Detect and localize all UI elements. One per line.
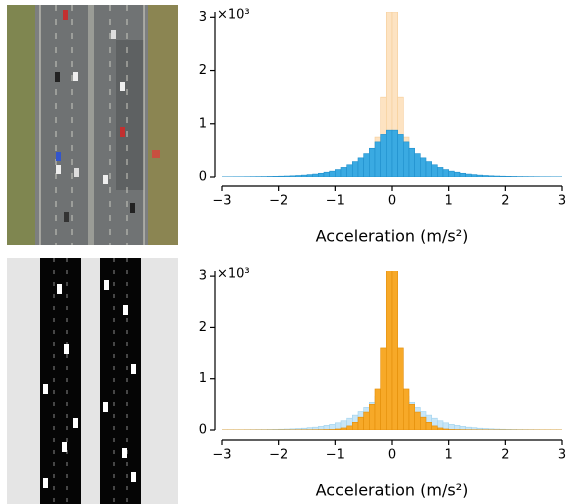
histogram-bar [352, 422, 358, 430]
histogram-bar [267, 176, 273, 177]
histogram-bar [511, 176, 517, 177]
histogram-bar [437, 167, 443, 177]
histogram-bar [330, 424, 336, 430]
histogram-bar [347, 165, 353, 177]
aerial-image [7, 5, 178, 245]
histogram-bar [483, 176, 489, 177]
histogram-bar [375, 389, 381, 430]
y-tick-label: 2 [199, 63, 207, 78]
histogram-bar [392, 268, 398, 430]
histogram-bar [273, 176, 279, 177]
histogram-bar [335, 170, 341, 177]
histogram-bar [324, 172, 330, 177]
x-tick-label: −1 [326, 448, 345, 463]
histogram-bar [403, 389, 409, 430]
histogram-bar [381, 348, 387, 430]
histogram-bar [466, 174, 472, 177]
histogram-bar [494, 176, 500, 177]
y-tick-label: 1 [199, 371, 207, 386]
histogram-bar [364, 412, 370, 430]
x-tick-label: 3 [558, 194, 566, 209]
histogram-bar [290, 176, 296, 177]
histogram-bar [443, 429, 449, 430]
y-tick-label: 1 [199, 116, 207, 131]
histogram-bar [454, 172, 460, 177]
histogram-bar [341, 428, 347, 430]
histogram-bar [500, 176, 506, 177]
histogram-bar [471, 175, 477, 177]
x-tick-label: −2 [269, 194, 288, 209]
histogram-chart: 0 1 2 3 −3 −2 −1 0 1 2 3 ×10³ Acceleration (m/s²) [199, 8, 566, 246]
x-axis-label: Acceleration (m/s²) [316, 481, 469, 500]
histogram-bar [460, 173, 466, 177]
histogram-bar [398, 348, 404, 430]
histogram-bar [505, 176, 511, 177]
y-multiplier: ×10³ [217, 267, 250, 282]
histogram-bar [279, 176, 285, 177]
histogram-bar [449, 429, 455, 430]
histogram-bar [420, 417, 426, 430]
histogram-bar [352, 162, 358, 177]
histogram-bar [284, 176, 290, 177]
histogram-bar [415, 154, 421, 177]
histogram-bar [330, 171, 336, 177]
figure: 0 1 2 3 −3 −2 −1 0 1 2 3 ×10³ Acceleration (m/s²) 0 1 2… [0, 0, 569, 504]
x-tick-label: 1 [445, 448, 453, 463]
histogram-bar [426, 422, 432, 430]
x-tick-label: 2 [501, 448, 509, 463]
y-tick-label: 0 [199, 423, 207, 438]
histogram-bar [415, 412, 421, 430]
histogram-chart: 0 1 2 3 −3 −2 −1 0 1 2 3 ×10³ Acceleration (m/s²) [199, 267, 566, 500]
histogram-bar [358, 417, 364, 430]
x-tick-label: −3 [212, 194, 231, 209]
histogram-bar [301, 175, 307, 177]
histogram-bar [443, 170, 449, 177]
x-tick-label: 0 [388, 194, 396, 209]
histogram-bar [420, 158, 426, 177]
histogram-bar [330, 429, 336, 430]
histogram-bar [386, 130, 392, 177]
histogram-bar [296, 176, 302, 177]
x-tick-label: 3 [558, 448, 566, 463]
histogram-bar [364, 154, 370, 177]
histogram-bar [392, 130, 398, 177]
y-tick-label: 2 [199, 320, 207, 335]
histogram-bar [477, 175, 483, 177]
histogram-bar [432, 165, 438, 177]
histogram-bar [347, 426, 353, 430]
histogram-bar [403, 142, 409, 177]
histogram-bar [358, 158, 364, 177]
histogram-bar [369, 404, 375, 430]
histogram-bar [375, 142, 381, 177]
histogram-bar [386, 268, 392, 430]
histogram-bar [341, 167, 347, 177]
histogram-bar [398, 134, 404, 177]
histogram-bar [449, 171, 455, 177]
histogram-bar [318, 173, 324, 177]
histogram-bar [432, 426, 438, 430]
simulation-image [7, 258, 178, 504]
x-tick-label: 1 [445, 194, 453, 209]
y-multiplier: ×10³ [217, 8, 250, 23]
x-tick-label: −3 [212, 448, 231, 463]
y-tick-label: 3 [199, 269, 207, 284]
histogram-bar [313, 174, 319, 177]
histogram-bar [409, 404, 415, 430]
histogram-bar [426, 162, 432, 177]
x-tick-label: 2 [501, 194, 509, 209]
x-tick-label: −2 [269, 448, 288, 463]
histogram-bar [335, 429, 341, 430]
histogram-bar [381, 134, 387, 177]
histogram-bar [369, 148, 375, 177]
histogram-bar [449, 424, 455, 430]
x-tick-label: 0 [388, 448, 396, 463]
y-tick-label: 3 [199, 10, 207, 25]
histogram-bar [437, 428, 443, 430]
histogram-bar [409, 148, 415, 177]
y-tick-label: 0 [199, 170, 207, 185]
x-axis-label: Acceleration (m/s²) [316, 227, 469, 246]
x-tick-label: −1 [326, 194, 345, 209]
histogram-bar [488, 176, 494, 177]
histogram-bar [307, 175, 313, 177]
